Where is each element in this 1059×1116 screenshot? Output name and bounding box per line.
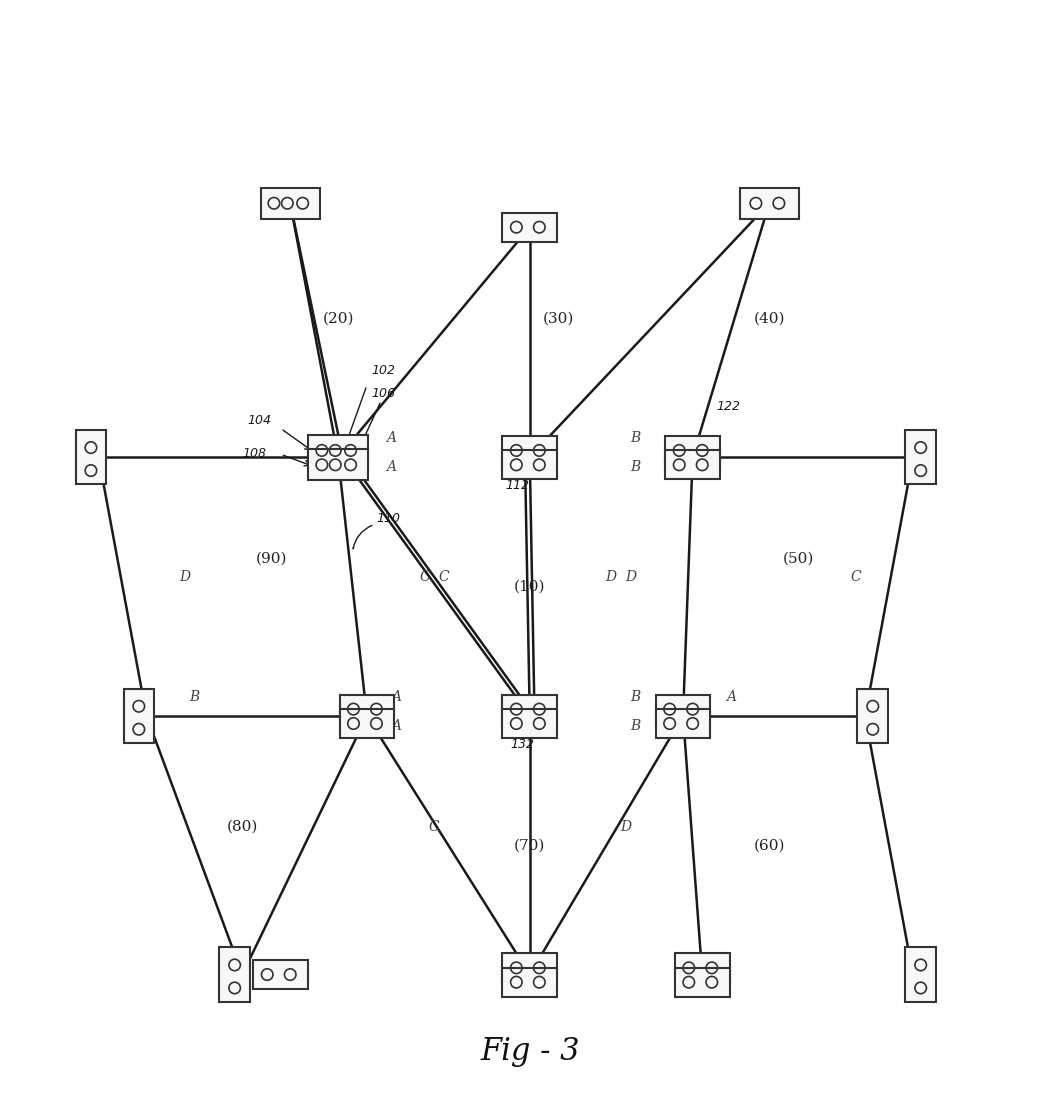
Text: B: B	[630, 460, 640, 474]
FancyBboxPatch shape	[675, 953, 730, 982]
Text: B: B	[190, 690, 199, 704]
Text: 106: 106	[372, 387, 395, 401]
FancyBboxPatch shape	[124, 689, 155, 743]
Text: A: A	[725, 690, 736, 704]
Text: (90): (90)	[255, 551, 287, 565]
Text: D: D	[625, 570, 635, 584]
FancyBboxPatch shape	[502, 695, 557, 723]
Text: 122: 122	[716, 400, 740, 413]
Text: A: A	[385, 431, 396, 445]
Text: C: C	[438, 570, 449, 584]
FancyBboxPatch shape	[502, 451, 557, 480]
Text: A: A	[391, 690, 400, 704]
Text: 104: 104	[247, 414, 271, 427]
Text: 132: 132	[510, 738, 535, 751]
Text: 108: 108	[243, 446, 266, 460]
FancyBboxPatch shape	[665, 451, 720, 480]
FancyBboxPatch shape	[75, 430, 106, 484]
FancyBboxPatch shape	[253, 960, 308, 989]
Text: D: D	[620, 819, 631, 834]
FancyBboxPatch shape	[308, 450, 367, 480]
Text: (60): (60)	[753, 838, 785, 853]
Text: C: C	[419, 570, 430, 584]
FancyBboxPatch shape	[675, 968, 730, 997]
FancyBboxPatch shape	[502, 968, 557, 997]
FancyBboxPatch shape	[261, 189, 320, 219]
Text: D: D	[606, 570, 616, 584]
FancyBboxPatch shape	[502, 710, 557, 738]
Text: A: A	[385, 460, 396, 474]
FancyBboxPatch shape	[739, 189, 798, 219]
FancyBboxPatch shape	[502, 436, 557, 465]
FancyBboxPatch shape	[904, 947, 935, 1002]
Text: (40): (40)	[753, 311, 785, 326]
Text: (80): (80)	[227, 819, 258, 834]
FancyBboxPatch shape	[339, 710, 394, 738]
Text: A: A	[391, 719, 400, 732]
Text: B: B	[630, 719, 640, 732]
Text: B: B	[630, 690, 640, 704]
FancyBboxPatch shape	[219, 947, 250, 1002]
Text: C: C	[429, 819, 439, 834]
FancyBboxPatch shape	[656, 710, 710, 738]
FancyArrowPatch shape	[353, 526, 372, 549]
Text: 102: 102	[372, 364, 395, 377]
Text: (70): (70)	[514, 838, 545, 853]
Text: (50): (50)	[782, 551, 813, 565]
FancyBboxPatch shape	[308, 435, 367, 466]
Text: (10): (10)	[514, 579, 545, 594]
Text: Fig - 3: Fig - 3	[480, 1036, 579, 1067]
Text: B: B	[630, 431, 640, 445]
Text: 112: 112	[505, 479, 530, 492]
FancyBboxPatch shape	[502, 213, 557, 242]
Text: C: C	[849, 570, 860, 584]
Text: (30): (30)	[542, 311, 574, 326]
FancyBboxPatch shape	[904, 430, 935, 484]
FancyBboxPatch shape	[665, 436, 720, 465]
FancyBboxPatch shape	[502, 953, 557, 982]
FancyBboxPatch shape	[656, 695, 710, 723]
Text: D: D	[179, 570, 191, 584]
FancyBboxPatch shape	[339, 695, 394, 723]
FancyBboxPatch shape	[857, 689, 887, 743]
Text: 110: 110	[376, 511, 400, 525]
Text: (20): (20)	[322, 311, 354, 326]
